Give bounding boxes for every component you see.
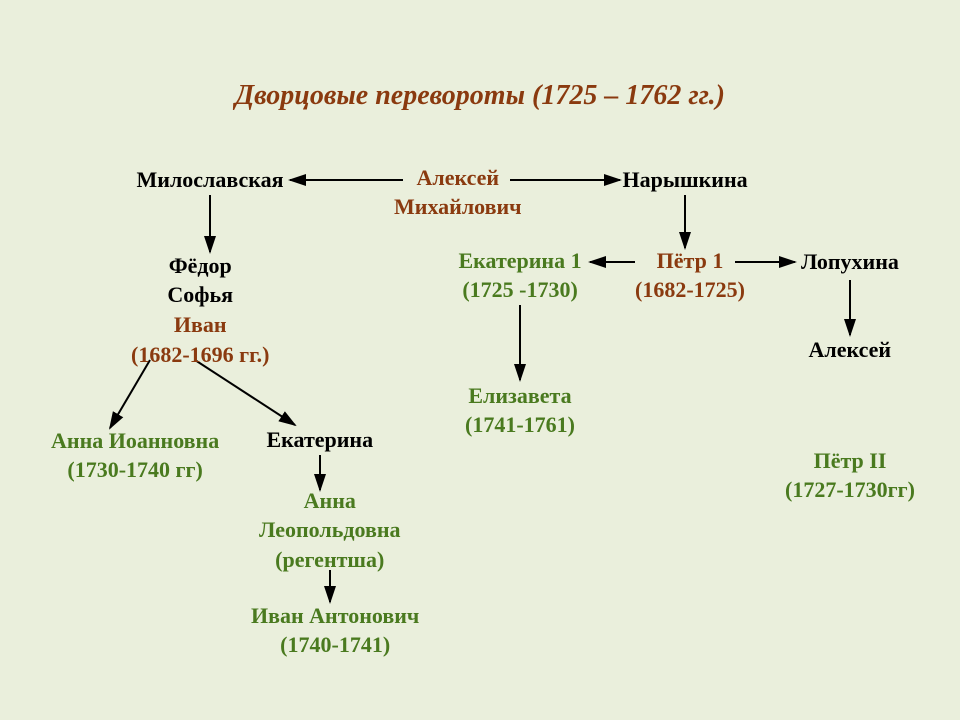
node-line: (1682-1696 гг.) — [131, 340, 269, 370]
node-line: Милославская — [137, 165, 284, 195]
node-line: (1741-1761) — [465, 410, 575, 440]
node-petr2: Пётр II(1727-1730гг) — [785, 446, 915, 505]
node-line: Иван — [131, 310, 269, 340]
node-line: Алексей — [394, 163, 522, 193]
node-ekaterina: Екатерина — [267, 425, 374, 455]
node-line: Пётр II — [785, 446, 915, 476]
node-petr1: Пётр 1(1682-1725) — [635, 246, 745, 305]
node-line: Анна — [259, 486, 401, 516]
edge-7 — [195, 360, 295, 425]
node-line: Софья — [131, 280, 269, 310]
node-line: Михайлович — [394, 192, 522, 222]
node-miloslavskaya: Милославская — [137, 165, 284, 195]
node-line: (1740-1741) — [251, 630, 419, 660]
node-line: Екатерина 1 — [459, 246, 582, 276]
node-line: Екатерина — [267, 425, 374, 455]
edge-6 — [110, 360, 150, 428]
node-line: Алексей — [809, 335, 892, 365]
node-line: (1725 -1730) — [459, 275, 582, 305]
node-anna_io: Анна Иоанновна(1730-1740 гг) — [51, 426, 219, 485]
node-line: Анна Иоанновна — [51, 426, 219, 456]
node-lopukhina: Лопухина — [801, 247, 899, 277]
node-ivan_ant: Иван Антонович(1740-1741) — [251, 601, 419, 660]
node-line: Пётр 1 — [635, 246, 745, 276]
node-line: Елизавета — [465, 381, 575, 411]
node-line: Лопухина — [801, 247, 899, 277]
diagram-title: Дворцовые перевороты (1725 – 1762 гг.) — [0, 80, 960, 112]
node-alexei: Алексей — [809, 335, 892, 365]
node-fedor_block: ФёдорСофьяИван(1682-1696 гг.) — [131, 251, 269, 370]
node-line: (1727-1730гг) — [785, 475, 915, 505]
node-line: Иван Антонович — [251, 601, 419, 631]
node-naryshkina: Нарышкина — [623, 165, 748, 195]
node-line: (1730-1740 гг) — [51, 455, 219, 485]
node-anna_leo: АннаЛеопольдовна(регентша) — [259, 486, 401, 575]
node-line: (регентша) — [259, 545, 401, 575]
node-elizaveta: Елизавета(1741-1761) — [465, 381, 575, 440]
node-alexei_m: АлексейМихайлович — [394, 163, 522, 222]
node-line: Нарышкина — [623, 165, 748, 195]
node-ekaterina1: Екатерина 1(1725 -1730) — [459, 246, 582, 305]
node-line: (1682-1725) — [635, 275, 745, 305]
node-line: Фёдор — [131, 251, 269, 281]
node-line: Леопольдовна — [259, 515, 401, 545]
